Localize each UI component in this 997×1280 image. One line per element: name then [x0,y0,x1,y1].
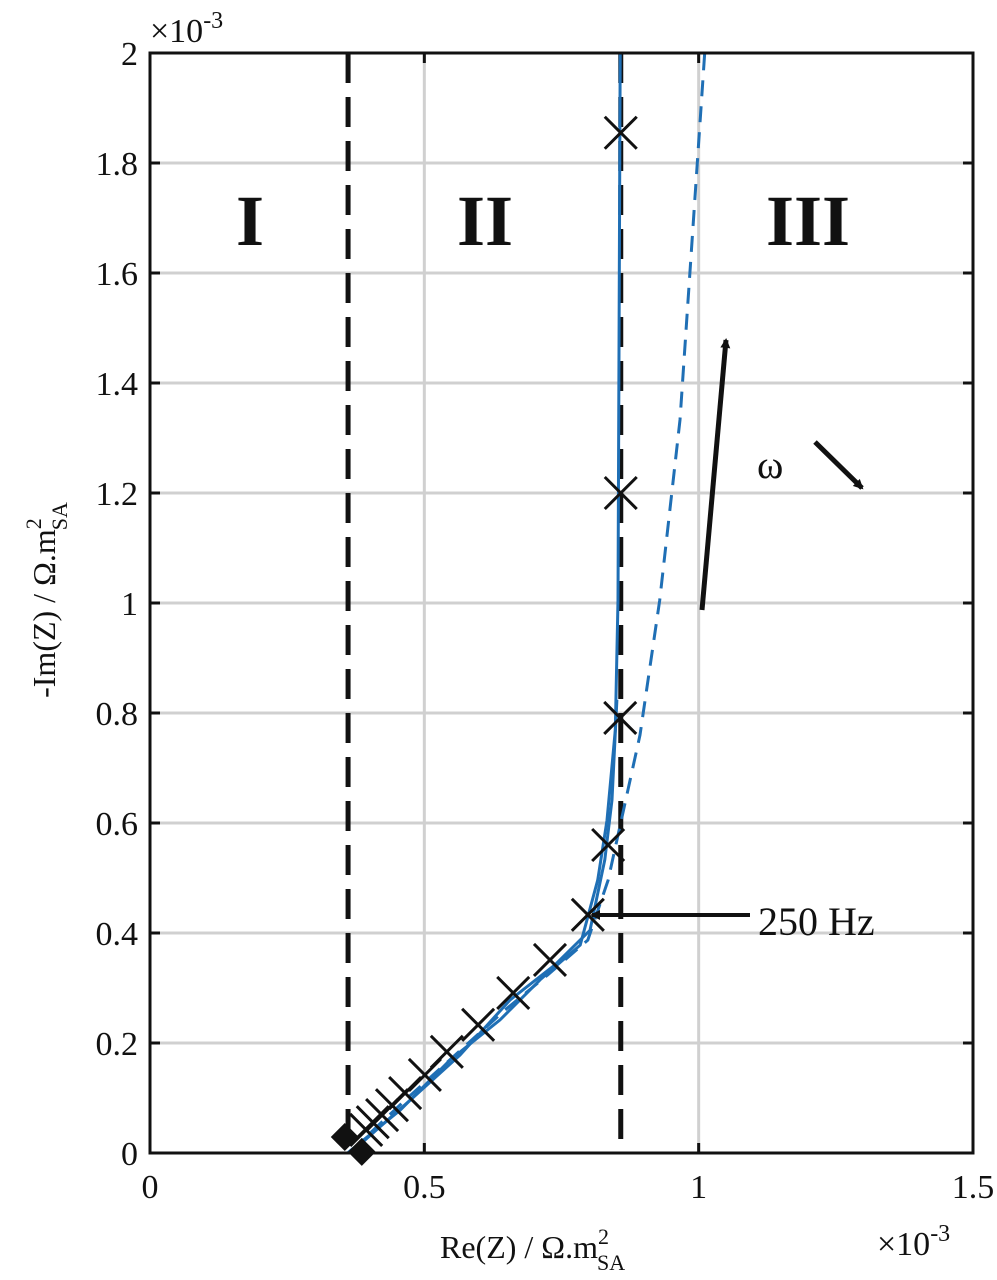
x-marker [603,115,638,150]
y-tick-label: 0.8 [96,696,139,733]
region-label: III [766,181,850,261]
x-axis-label: Re(Z) / Ω.m2 SA [440,1224,625,1275]
x-marker [591,827,626,863]
annotation: ω [757,442,783,487]
x-axis-label-sup: 2 [598,1224,609,1249]
ticks: 0 0.5 1 1.5 0 0.2 0.4 0.6 0.8 1 1.2 1.4 1.6 1.8 2 [96,36,995,1206]
x-axis-label-sub: SA [597,1250,625,1275]
y-exponent-power: -3 [203,8,223,34]
y-tick-label: 0 [121,1136,138,1173]
x-axis-label-text: Re(Z) / Ω.m [440,1229,598,1265]
series-line [346,52,622,1155]
y-axis-label-sub: SA [47,502,72,530]
y-tick-label: 1.6 [96,256,139,293]
x-marker [496,975,531,1011]
x-tick-label: 0 [142,1169,159,1206]
x-marker [532,942,568,978]
y-exponent-base: ×10 [150,13,203,50]
x-tick-label: 0.5 [403,1169,446,1206]
x-marker [349,1112,384,1147]
annotation: 250 Hz [758,899,875,944]
y-axis-label-sup: 2 [21,518,46,529]
x-tick-label: 1.5 [952,1169,995,1206]
y-tick-label: 0.6 [96,806,139,843]
frequency-arrow [699,338,731,611]
x-tick-label: 1 [690,1169,707,1206]
x-marker [603,475,638,511]
y-tick-label: 1.4 [96,366,139,403]
y-exponent: ×10-3 [150,8,223,50]
y-axis-label-text: -Im(Z) / Ω.m [26,529,62,698]
y-tick-label: 1 [121,586,138,623]
y-tick-label: 1.8 [96,146,139,183]
annotation-arrow [813,440,864,490]
diamond-marker [330,1123,359,1152]
y-tick-label: 0.2 [96,1026,139,1063]
x-marker [603,700,638,736]
region-label: I [236,181,264,261]
x-exponent-base: ×10 [877,1226,930,1263]
x-exponent-power: -3 [930,1221,950,1247]
y-tick-label: 0.4 [96,916,139,953]
x-marker [461,1007,496,1042]
y-tick-label: 1.2 [96,476,139,513]
x-marker [570,897,605,932]
y-axis-label: -Im(Z) / Ω.m2SA [21,502,72,698]
region-label: II [457,181,513,261]
x-exponent: ×10-3 [877,1221,950,1263]
y-tick-label: 2 [121,36,138,73]
